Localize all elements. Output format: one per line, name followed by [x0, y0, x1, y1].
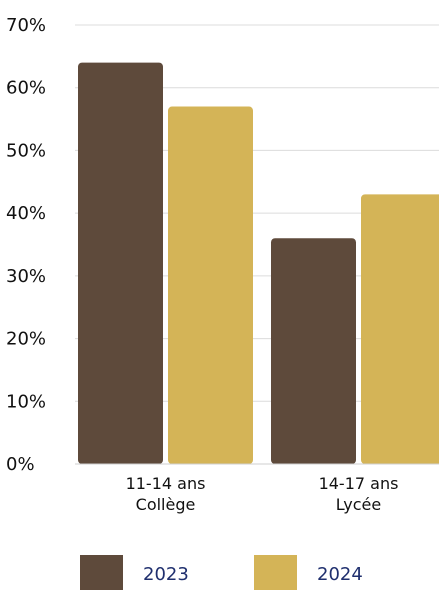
bar: [361, 194, 439, 464]
y-tick-label: 40%: [6, 203, 46, 224]
x-axis-categories: 11-14 ans Collège 14-17 ans Lycée: [126, 474, 399, 514]
legend-swatch: [254, 555, 297, 590]
legend-swatch: [80, 555, 123, 590]
y-tick-label: 10%: [6, 391, 46, 412]
x-tick-label: 11-14 ans: [126, 474, 206, 493]
bar: [78, 62, 163, 464]
legend: 2023 2024: [80, 555, 363, 590]
x-tick-label: Collège: [136, 495, 196, 514]
y-tick-label: 50%: [6, 140, 46, 161]
y-tick-label: 60%: [6, 78, 46, 99]
bars: [78, 62, 439, 465]
y-tick-label: 70%: [6, 15, 46, 36]
bar: [168, 106, 253, 465]
y-tick-label: 20%: [6, 329, 46, 350]
x-tick-label: Lycée: [336, 495, 381, 514]
bar: [271, 238, 356, 464]
y-axis-ticks: 0% 10% 20% 30% 40% 50% 60% 70%: [6, 15, 46, 475]
legend-label: 2024: [317, 564, 363, 585]
x-tick-label: 14-17 ans: [319, 474, 399, 493]
legend-label: 2023: [143, 564, 189, 585]
y-tick-label: 30%: [6, 266, 46, 287]
y-tick-label: 0%: [6, 454, 35, 475]
